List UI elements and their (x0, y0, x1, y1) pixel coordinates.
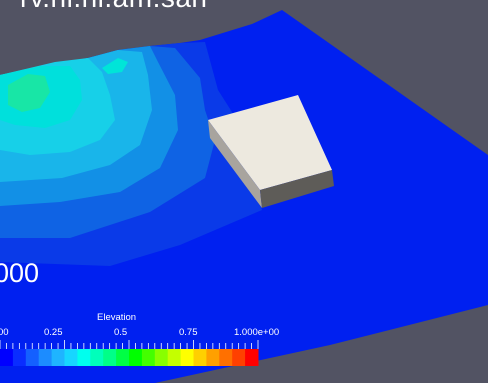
legend-color-swatch (12, 349, 27, 366)
legend-color-swatch (129, 349, 143, 366)
legend-color-swatch (193, 349, 207, 366)
legend-color-swatch (141, 349, 156, 366)
legend-tick-label: 1.000e+00 (234, 327, 280, 338)
time-annotation: 000 (0, 258, 40, 288)
legend-tick-label: 0.5 (114, 327, 128, 338)
legend-color-swatch (116, 349, 130, 366)
legend-color-swatch (245, 349, 259, 366)
legend-color-swatch (103, 349, 117, 366)
legend-ticks (0, 340, 259, 349)
legend-color-swatch (180, 349, 194, 366)
legend-color-swatch (64, 349, 78, 366)
legend-color-swatch (219, 349, 233, 366)
contour-band-8 (102, 58, 128, 74)
legend-color-swatch (38, 349, 53, 366)
obstacle-top (208, 95, 332, 190)
legend-color-swatch (77, 349, 91, 366)
contour-band-7 (8, 74, 50, 112)
legend-color-swatch (0, 349, 14, 366)
legend-color-swatch (206, 349, 220, 366)
legend-tick-label: 0.75 (179, 327, 198, 338)
legend-tick-label: 00 (0, 327, 9, 338)
obstacle-front-side (260, 170, 334, 208)
legend-color-swatch (167, 349, 182, 366)
legend-color-swatch (51, 349, 65, 366)
legend-color-bar (0, 349, 259, 366)
legend-title: Elevation (97, 312, 137, 323)
legend-tick-label: 0.25 (44, 327, 63, 338)
legend-color-swatch (25, 349, 40, 366)
legend-color-swatch (232, 349, 246, 366)
title-text: rv.ni.ni.am.san (20, 0, 208, 14)
legend-color-swatch (90, 349, 104, 366)
legend-color-swatch (154, 349, 169, 366)
obstacle-left-side (208, 120, 262, 208)
